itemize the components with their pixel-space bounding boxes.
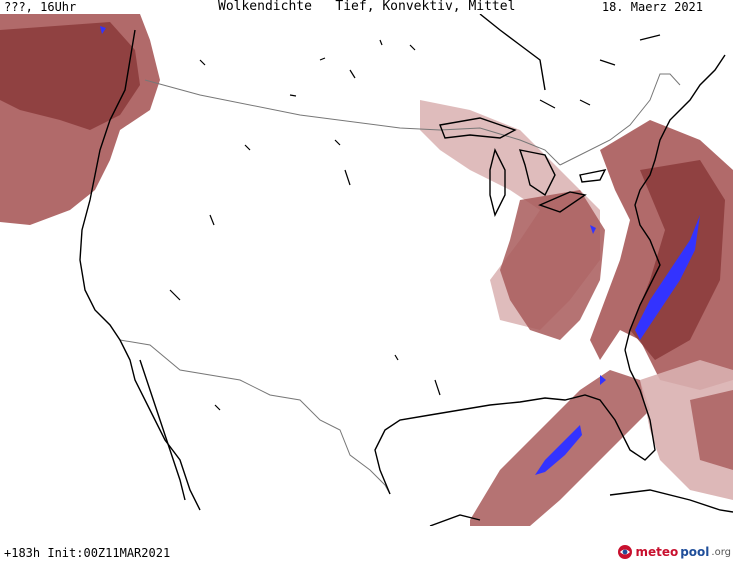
logo-text-meteo: meteo bbox=[635, 545, 679, 559]
meteopool-globe-icon bbox=[618, 545, 633, 559]
yucatan bbox=[429, 514, 481, 526]
meteopool-logo[interactable]: meteo pool .org bbox=[617, 544, 731, 560]
west-coast bbox=[79, 29, 201, 511]
lake-huron bbox=[518, 149, 556, 197]
valid-date-label: 18. Maerz 2021 bbox=[601, 0, 703, 14]
convective-spot-florida bbox=[600, 375, 606, 385]
us-mexico-border bbox=[119, 339, 391, 495]
logo-text-org: .org bbox=[711, 546, 731, 558]
small-lakes-layer bbox=[169, 34, 661, 411]
valid-day-label: ???, 16Uhr bbox=[4, 0, 77, 14]
lake-superior bbox=[439, 117, 517, 139]
cloud-area-caribbean bbox=[690, 390, 733, 470]
lake-michigan bbox=[489, 147, 506, 218]
convective-band-gulf bbox=[535, 425, 582, 475]
baja-california bbox=[139, 359, 186, 501]
convective-cloud-layer bbox=[100, 26, 700, 475]
convective-band-atlantic bbox=[635, 215, 700, 340]
border-layer bbox=[119, 73, 681, 495]
cloud-area-ohio-valley bbox=[500, 190, 605, 340]
cloud-density-layer bbox=[0, 14, 733, 526]
lake-erie bbox=[538, 191, 587, 213]
convective-spot-northwest bbox=[100, 26, 106, 34]
map-title: Wolkendichte Tief, Konvektiv, Mittel bbox=[218, 0, 516, 14]
logo-text-pool: pool bbox=[680, 545, 710, 559]
coastline-layer bbox=[79, 14, 733, 526]
us-canada-border bbox=[144, 73, 681, 166]
cloud-area-atlantic-south bbox=[640, 360, 733, 500]
map-canvas bbox=[0, 14, 733, 526]
gulf-coast bbox=[374, 349, 656, 495]
lake-ontario bbox=[579, 169, 607, 183]
hudson-bay-shore bbox=[479, 14, 546, 91]
convective-spot-lakes bbox=[590, 225, 596, 234]
cuba bbox=[609, 489, 733, 513]
forecast-run-info: +183h Init:00Z11MAR2021 bbox=[4, 546, 171, 560]
east-coast bbox=[624, 54, 726, 351]
cloud-area-northwest-core bbox=[0, 22, 140, 130]
